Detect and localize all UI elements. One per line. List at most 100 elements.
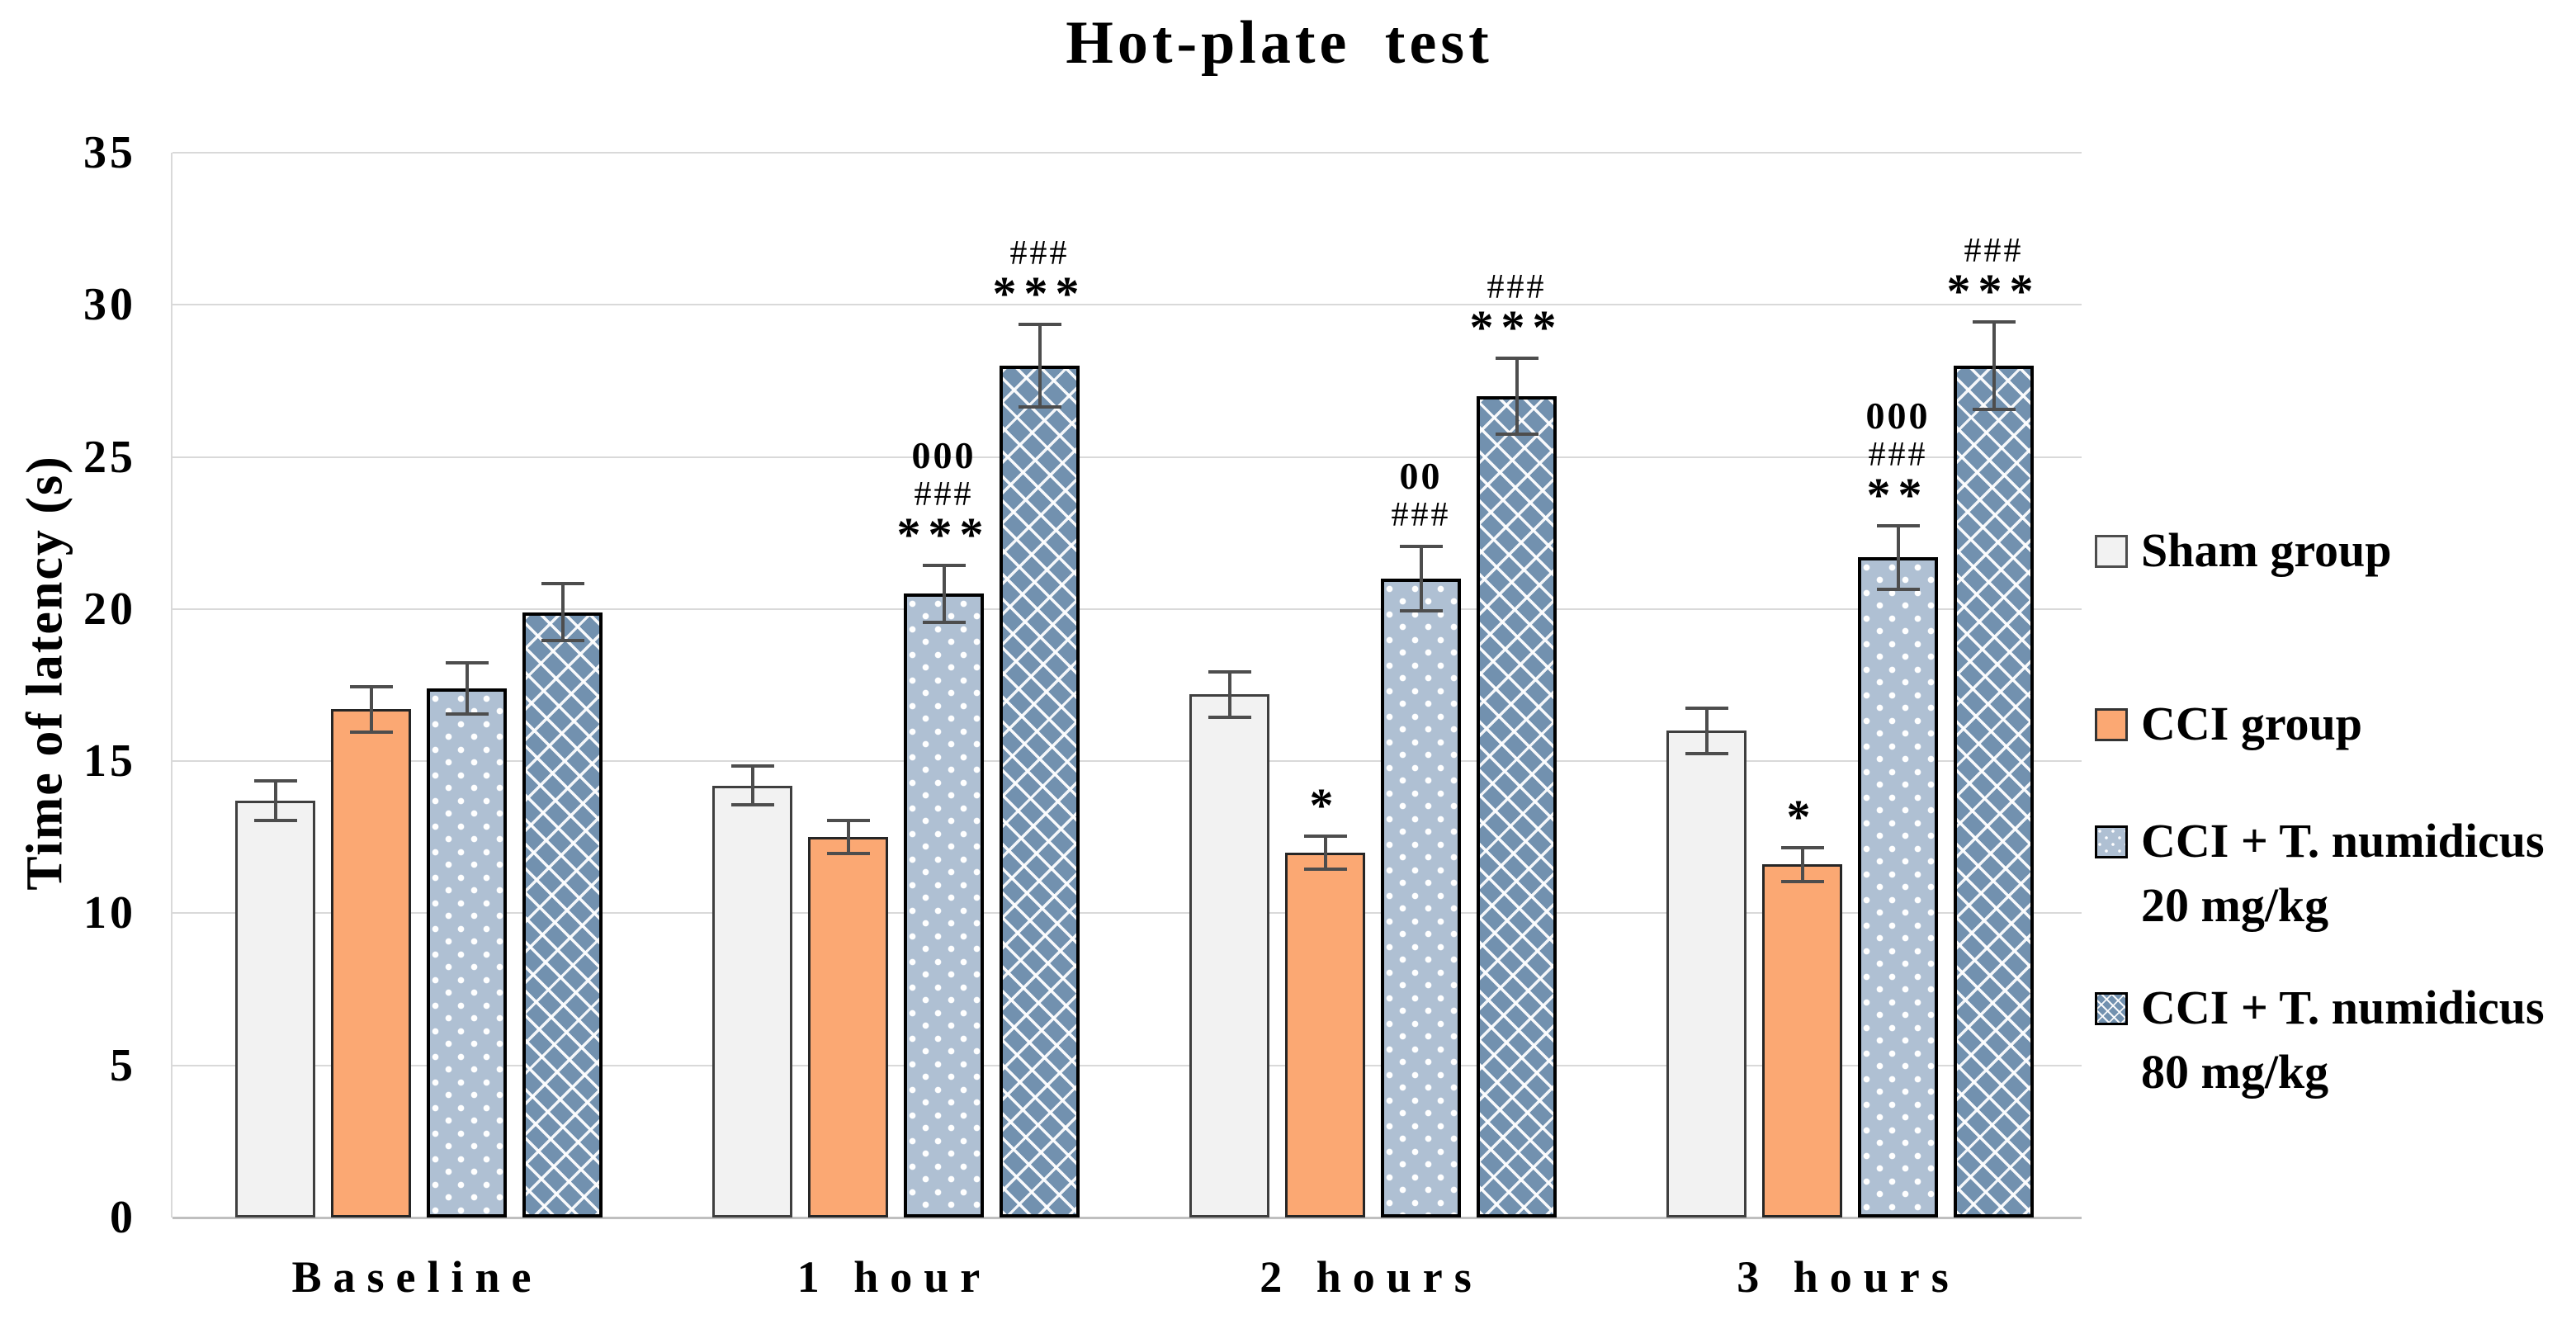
error-bar-line xyxy=(465,660,469,716)
y-tick-label: 5 xyxy=(110,1039,136,1091)
error-bar-cap-bottom xyxy=(1399,608,1443,612)
legend-item-t80: CCI + T. numidicus 80 mg/kg xyxy=(2095,976,2545,1104)
error-bar xyxy=(1208,669,1251,719)
bar-sham-3 xyxy=(1666,731,1746,1218)
error-bar-cap-bottom xyxy=(1876,587,1920,591)
error-bar-cap-top xyxy=(1780,846,1824,850)
significance-annotation: ### *** xyxy=(1854,231,2134,315)
error-bar-line xyxy=(1704,706,1709,755)
legend-label: CCI + T. numidicus 20 mg/kg xyxy=(2141,809,2545,938)
gridline xyxy=(173,152,2082,154)
annotation-line: ### xyxy=(1868,435,1928,474)
bar-t80-1 xyxy=(1000,366,1080,1218)
bar-sham-1 xyxy=(712,786,792,1218)
error-bar-cap-top xyxy=(1876,523,1920,527)
error-bar-line xyxy=(560,581,565,643)
error-bar-line xyxy=(1037,323,1042,409)
annotation-line: ### xyxy=(1964,231,2024,270)
error-bar-cap-bottom xyxy=(730,803,774,807)
error-bar xyxy=(826,819,870,856)
error-bar xyxy=(922,563,966,625)
error-bar-cap-bottom xyxy=(445,712,489,716)
error-bar-cap-bottom xyxy=(826,852,870,856)
significance-annotation: 00 ### xyxy=(1281,457,1562,535)
error-bar-line xyxy=(1800,846,1804,883)
annotation-line: ### xyxy=(1487,267,1547,306)
error-bar-cap-bottom xyxy=(541,639,584,643)
error-bar-cap-bottom xyxy=(1780,879,1824,883)
significance-annotation: * xyxy=(1185,778,1466,832)
y-tick-label: 30 xyxy=(83,279,136,331)
error-bar-cap-top xyxy=(349,685,393,689)
legend-label: CCI + T. numidicus 80 mg/kg xyxy=(2141,976,2545,1104)
x-axis-line xyxy=(173,1217,2082,1219)
significance-annotation: ### *** xyxy=(1377,267,1657,354)
legend-label-line: CCI + T. numidicus xyxy=(2141,981,2545,1034)
error-bar-cap-top xyxy=(1208,669,1251,674)
annotation-line: ### xyxy=(1391,496,1451,535)
error-bar-cap-bottom xyxy=(1208,715,1251,719)
bar-sham-0 xyxy=(235,801,315,1218)
error-bar-cap-bottom xyxy=(1685,751,1728,755)
error-bar-cap-bottom xyxy=(1972,408,2016,412)
error-bar-line xyxy=(1896,523,1900,591)
error-bar xyxy=(730,764,774,807)
annotation-line: *** xyxy=(896,507,991,561)
error-bar-line xyxy=(750,764,754,807)
error-bar-cap-top xyxy=(1399,545,1443,549)
bar-t20-2 xyxy=(1381,579,1461,1218)
error-bar-line xyxy=(942,563,946,625)
bar-t20-3 xyxy=(1858,557,1938,1218)
error-bar xyxy=(1303,834,1347,871)
significance-annotation: * xyxy=(1662,793,1943,841)
error-bar xyxy=(1876,523,1920,591)
annotation-line: * xyxy=(1309,778,1341,832)
annotation-line: 000 xyxy=(911,433,976,476)
bar-t20-1 xyxy=(904,593,984,1218)
y-tick-label: 35 xyxy=(83,127,136,178)
annotation-line: *** xyxy=(1469,300,1564,354)
error-bar-line xyxy=(1992,319,1996,412)
error-bar xyxy=(1780,846,1824,883)
error-bar xyxy=(253,779,297,822)
error-bar xyxy=(541,581,584,643)
error-bar-cap-top xyxy=(1303,834,1347,838)
legend-label-line: 20 mg/kg xyxy=(2141,878,2329,932)
error-bar-cap-top xyxy=(922,563,966,567)
error-bar-line xyxy=(846,819,850,856)
x-category-label: Baseline xyxy=(291,1252,543,1302)
annotation-line: *** xyxy=(992,267,1087,321)
error-bar-cap-top xyxy=(1685,706,1728,710)
bar-cci-0 xyxy=(331,709,411,1218)
legend-item-t20: CCI + T. numidicus 20 mg/kg xyxy=(2095,809,2545,938)
significance-annotation: 000 ### ** xyxy=(1758,396,2039,518)
annotation-line: 00 xyxy=(1399,455,1443,498)
plot-area: 000 ### *** ### *** * 00 ### ### *** * 000 ### ** ### *… xyxy=(171,152,2082,1219)
bar-t80-3 xyxy=(1954,366,2034,1218)
error-bar-line xyxy=(273,779,277,822)
legend-label-line: CCI + T. numidicus xyxy=(2141,814,2545,868)
gridline xyxy=(173,912,2082,915)
bar-t80-0 xyxy=(522,612,603,1218)
error-bar-cap-bottom xyxy=(253,818,297,822)
y-tick-label: 20 xyxy=(83,583,136,635)
error-bar-cap-bottom xyxy=(1018,404,1061,409)
error-bar-cap-top xyxy=(541,581,584,585)
chart-title: Hot-plate test xyxy=(1066,9,1493,77)
error-bar-cap-bottom xyxy=(349,730,393,734)
annotation-line: ### xyxy=(914,475,974,513)
error-bar-line xyxy=(1419,545,1423,612)
error-bar-cap-bottom xyxy=(922,621,966,625)
legend-label-line: 80 mg/kg xyxy=(2141,1045,2329,1099)
annotation-line: ### xyxy=(1009,234,1070,273)
error-bar-cap-top xyxy=(826,819,870,823)
bar-t20-0 xyxy=(427,688,507,1218)
bar-cci-1 xyxy=(808,837,888,1218)
bar-cci-3 xyxy=(1762,864,1842,1218)
error-bar-cap-top xyxy=(1018,323,1061,327)
error-bar-line xyxy=(1323,834,1327,871)
legend-label: Sham group xyxy=(2141,518,2392,583)
error-bar-cap-top xyxy=(253,779,297,783)
legend-swatch-t80 xyxy=(2095,992,2128,1025)
